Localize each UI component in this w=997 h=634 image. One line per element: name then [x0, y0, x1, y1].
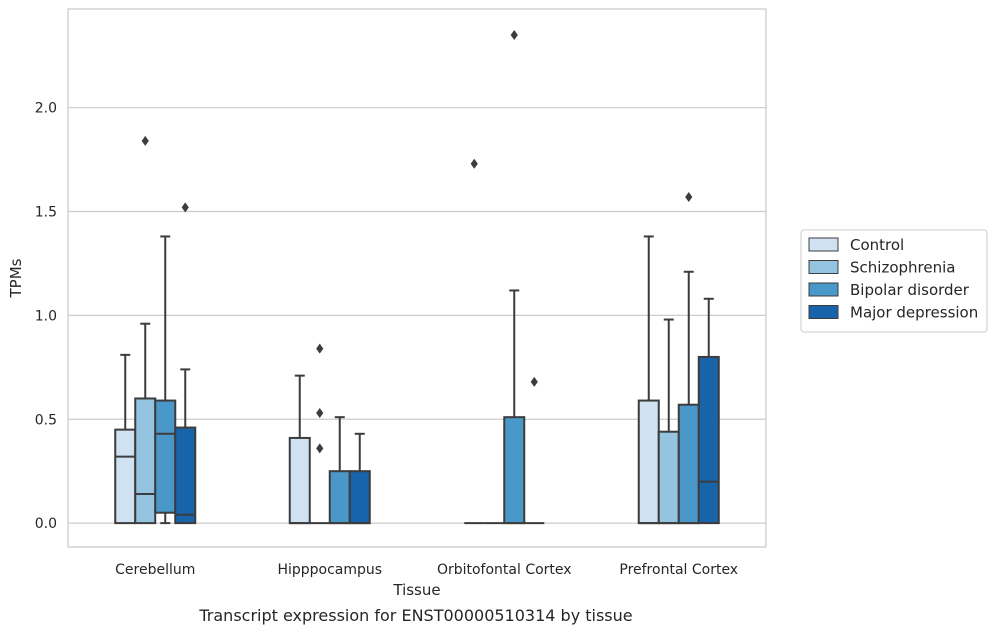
legend-label: Control — [850, 236, 904, 254]
box-group — [697, 297, 720, 525]
legend-swatch — [808, 305, 839, 319]
box — [677, 403, 700, 525]
outlier-point — [316, 408, 324, 419]
box — [657, 430, 680, 525]
box — [134, 397, 157, 525]
box-group — [174, 202, 197, 525]
box — [637, 399, 660, 525]
plot-frame — [67, 8, 767, 548]
legend: Control Schizophrenia Bipolar disorder Majo… — [800, 229, 988, 333]
y-tick-label: 1.5 — [35, 205, 57, 221]
box-plots — [114, 29, 720, 525]
box-group — [114, 353, 137, 525]
x-tick-label: Orbitofontal Cortex — [437, 562, 572, 578]
chart-caption: Transcript expression for ENST0000051031… — [199, 606, 633, 625]
box — [503, 416, 526, 525]
legend-swatch — [808, 282, 839, 297]
legend-label: Bipolar disorder — [850, 281, 970, 299]
legend-label: Schizophrenia — [850, 259, 955, 277]
outlier-point — [181, 202, 189, 213]
box — [154, 399, 177, 514]
outlier-point — [141, 135, 149, 146]
legend-swatch — [808, 237, 839, 252]
box-group — [134, 135, 157, 525]
box-group — [677, 191, 700, 525]
outlier-point — [685, 191, 693, 202]
box-group — [657, 318, 680, 525]
x-axis-label: Tissue — [392, 581, 440, 599]
legend-label: Major depression — [850, 304, 978, 322]
y-tick-label: 1.0 — [35, 308, 57, 324]
box-group — [154, 235, 177, 525]
box — [348, 470, 371, 525]
box — [328, 470, 351, 525]
box-group — [464, 158, 485, 525]
box-group — [288, 374, 311, 525]
box — [697, 355, 720, 525]
y-tick-label: 0.5 — [35, 412, 57, 428]
y-axis-label: TPMs — [7, 258, 25, 298]
outlier-point — [530, 376, 538, 387]
box-group — [637, 235, 660, 525]
box — [174, 426, 197, 525]
x-tick-label: Prefrontal Cortex — [619, 562, 738, 578]
box-group — [328, 416, 351, 525]
legend-frame — [800, 229, 988, 333]
outlier-point — [316, 343, 324, 354]
x-tick-labels: Cerebellum Hipppocampus Orbitofontal Corte… — [115, 562, 738, 578]
x-tick-label: Cerebellum — [115, 562, 195, 578]
outlier-point — [316, 443, 324, 454]
box-group — [309, 343, 330, 525]
outlier-point — [470, 158, 478, 169]
y-tick-labels: 0.0 0.5 1.0 1.5 2.0 — [35, 101, 57, 532]
x-tick-label: Hipppocampus — [277, 562, 382, 578]
y-tick-label: 2.0 — [35, 101, 57, 117]
outlier-point — [510, 29, 518, 40]
box — [114, 428, 137, 525]
box-group — [524, 376, 545, 525]
box — [288, 436, 311, 525]
box-group — [503, 29, 526, 525]
y-tick-label: 0.0 — [35, 516, 57, 532]
legend-swatch — [808, 260, 839, 274]
box-group — [348, 432, 371, 525]
